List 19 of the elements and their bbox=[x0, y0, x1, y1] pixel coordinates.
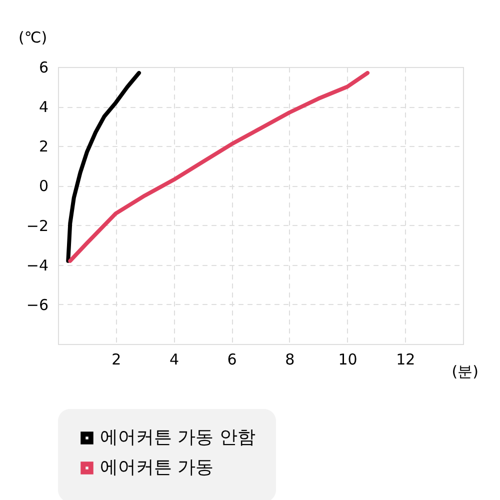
x-tick-label: 6 bbox=[227, 350, 237, 368]
y-tick-label: −4 bbox=[26, 256, 48, 274]
y-tick-label: −2 bbox=[26, 216, 48, 235]
y-tick-label: 6 bbox=[38, 58, 48, 76]
y-tick-label: 4 bbox=[38, 98, 48, 116]
y-tick-label: −6 bbox=[26, 296, 48, 314]
line-series bbox=[68, 70, 370, 263]
y-axis-title: (℃) bbox=[18, 28, 48, 46]
y-tick-label: 2 bbox=[38, 138, 48, 156]
x-tick-label: 4 bbox=[169, 350, 179, 368]
legend-label: 에어커튼 가동 bbox=[100, 457, 214, 478]
legend-label: 에어커튼 가동 안함 bbox=[100, 427, 256, 448]
line-series bbox=[66, 70, 141, 263]
x-tick-label: 10 bbox=[338, 350, 358, 368]
y-tick-label: 0 bbox=[38, 177, 48, 196]
x-tick-label: 2 bbox=[112, 350, 122, 368]
x-tick-label: 8 bbox=[285, 350, 295, 368]
x-tick-label: 12 bbox=[396, 350, 416, 368]
x-axis-title: (분) bbox=[452, 362, 478, 380]
